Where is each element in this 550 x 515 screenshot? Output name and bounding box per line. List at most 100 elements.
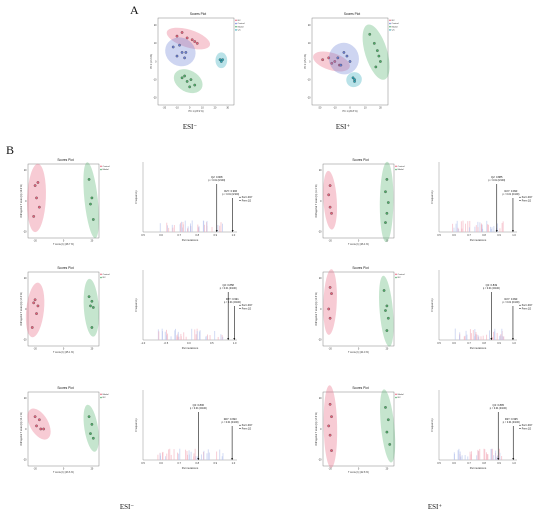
perm-bar <box>481 227 483 232</box>
perm-bar <box>480 336 482 340</box>
plot-frame <box>322 271 395 347</box>
score-plot-2: Scores Plot -20 0 20 20 0 -20 T score [1] (28.7… <box>20 158 110 246</box>
legend-label: Model <box>103 394 109 396</box>
perm-bar <box>187 454 188 460</box>
data-point-nc <box>91 306 95 309</box>
perm-bar <box>490 226 491 232</box>
data-point-nc <box>91 436 95 440</box>
perm-bar <box>175 328 176 340</box>
perm-bar <box>204 224 205 232</box>
perm-bar <box>200 454 202 460</box>
data-point-qc <box>353 80 356 83</box>
perm-bar <box>217 224 219 232</box>
legend-label: Perm Q2 <box>242 308 252 311</box>
confidence-ellipse-control <box>323 170 338 230</box>
x-axis-label: T score [1] (26.4 %) <box>348 243 369 246</box>
score-plot-1: Scores Plot -20 -10 0 10 20 20 10 0 -10 -20 PC 1 (2… <box>304 12 399 113</box>
perm-bar <box>195 456 197 460</box>
legend-label: Perm Q2 <box>522 200 532 203</box>
perm-bar <box>453 227 455 232</box>
x-tick-label: 1.0 <box>232 461 236 465</box>
perm-bar <box>221 334 223 340</box>
x-axis-label: Permutations <box>470 238 487 242</box>
confidence-ellipse-nc <box>380 389 396 463</box>
data-point-control <box>183 56 186 60</box>
perm-bar <box>487 224 488 232</box>
legend-label: Perm Q2 <box>242 428 252 431</box>
x-tick-label: 0.9 <box>497 461 501 465</box>
data-point-model <box>188 85 192 89</box>
q2-arrowhead <box>227 338 230 340</box>
x-tick-label: 0.0 <box>187 341 191 345</box>
perm-bar <box>198 331 200 340</box>
plot-title: Scores Plot <box>57 158 73 162</box>
y-tick-label: -20 <box>23 231 27 234</box>
y-tick-label: 20 <box>308 24 311 27</box>
legend-marker <box>389 29 391 31</box>
perm-bar <box>186 451 188 460</box>
perm-bar <box>501 328 503 340</box>
data-point-nc <box>89 432 92 435</box>
data-point-nc <box>385 430 389 434</box>
perm-bar <box>503 336 505 340</box>
data-point-control <box>327 193 331 197</box>
legend-marker <box>100 396 102 399</box>
perm-bar <box>173 449 175 460</box>
perm-bar <box>180 336 182 340</box>
legend-marker <box>100 276 102 279</box>
q2-arrowhead <box>215 230 218 232</box>
perm-bar <box>206 222 207 232</box>
plot-title: Scores Plot <box>57 266 73 270</box>
legend-label: Control <box>392 22 400 25</box>
data-point-model <box>372 42 376 45</box>
legend-label: Perm R2Y <box>522 424 533 427</box>
data-point-model <box>386 201 390 204</box>
legend-label: Control <box>398 273 406 276</box>
data-point-model <box>193 83 197 87</box>
x-tick-label: 0.6 <box>452 341 456 345</box>
perm-bar <box>465 330 467 340</box>
legend-marker <box>395 168 397 171</box>
legend-label: Perm R2Y <box>522 196 533 199</box>
data-point-model <box>330 449 333 452</box>
x-tick-label: -20 <box>33 348 37 351</box>
data-point-model <box>374 65 378 69</box>
y-tick-label: 0 <box>25 428 27 431</box>
data-point-control <box>171 45 175 49</box>
x-tick-label: 20 <box>214 107 217 110</box>
perm-bar <box>460 456 462 460</box>
perm-bar <box>468 227 470 232</box>
data-point-qc <box>219 60 223 63</box>
confidence-ellipse-model <box>362 24 390 80</box>
y-tick-label: 20 <box>319 397 322 400</box>
x-axis-label: PC 1 (23.9 %) <box>188 110 203 113</box>
score-plot-0: Scores Plot -20 -10 0 10 20 30 20 10 0 -10 -20 PC 1 … <box>150 12 245 113</box>
mode-label-a-left: ESI⁻ <box>183 123 198 131</box>
legend-label: Model <box>103 169 109 171</box>
perm-bar <box>490 448 492 460</box>
x-tick-label: -20 <box>33 468 37 471</box>
perm-bar <box>208 452 210 460</box>
perm-bar <box>494 328 496 340</box>
x-tick-label: -20 <box>328 348 332 351</box>
perm-bar <box>484 449 486 460</box>
x-tick-label: 0.9 <box>497 233 501 237</box>
y-tick-label: -20 <box>318 339 322 342</box>
perm-bar <box>474 226 476 232</box>
y-axis-label: Orthogonal T score [1] (10.1 %) <box>20 412 23 446</box>
data-point-nc <box>190 38 194 42</box>
data-point-model <box>90 196 94 200</box>
x-tick-label: 0 <box>63 348 65 351</box>
data-point-nc <box>87 295 91 299</box>
perm-bar <box>477 337 479 340</box>
data-point-nc <box>195 42 199 45</box>
perm-bar <box>196 331 198 340</box>
perm-plot-13: 0.5 0.6 0.7 0.8 0.9 1.0 Permutations Frequency Q… <box>430 390 533 470</box>
perm-bar <box>168 227 170 232</box>
legend-marker <box>389 25 391 28</box>
perm-bar <box>222 453 224 460</box>
perm-bar <box>467 221 469 232</box>
x-tick-label: 0.9 <box>497 341 501 345</box>
perm-bar <box>452 223 454 232</box>
legend-marker <box>100 168 102 171</box>
